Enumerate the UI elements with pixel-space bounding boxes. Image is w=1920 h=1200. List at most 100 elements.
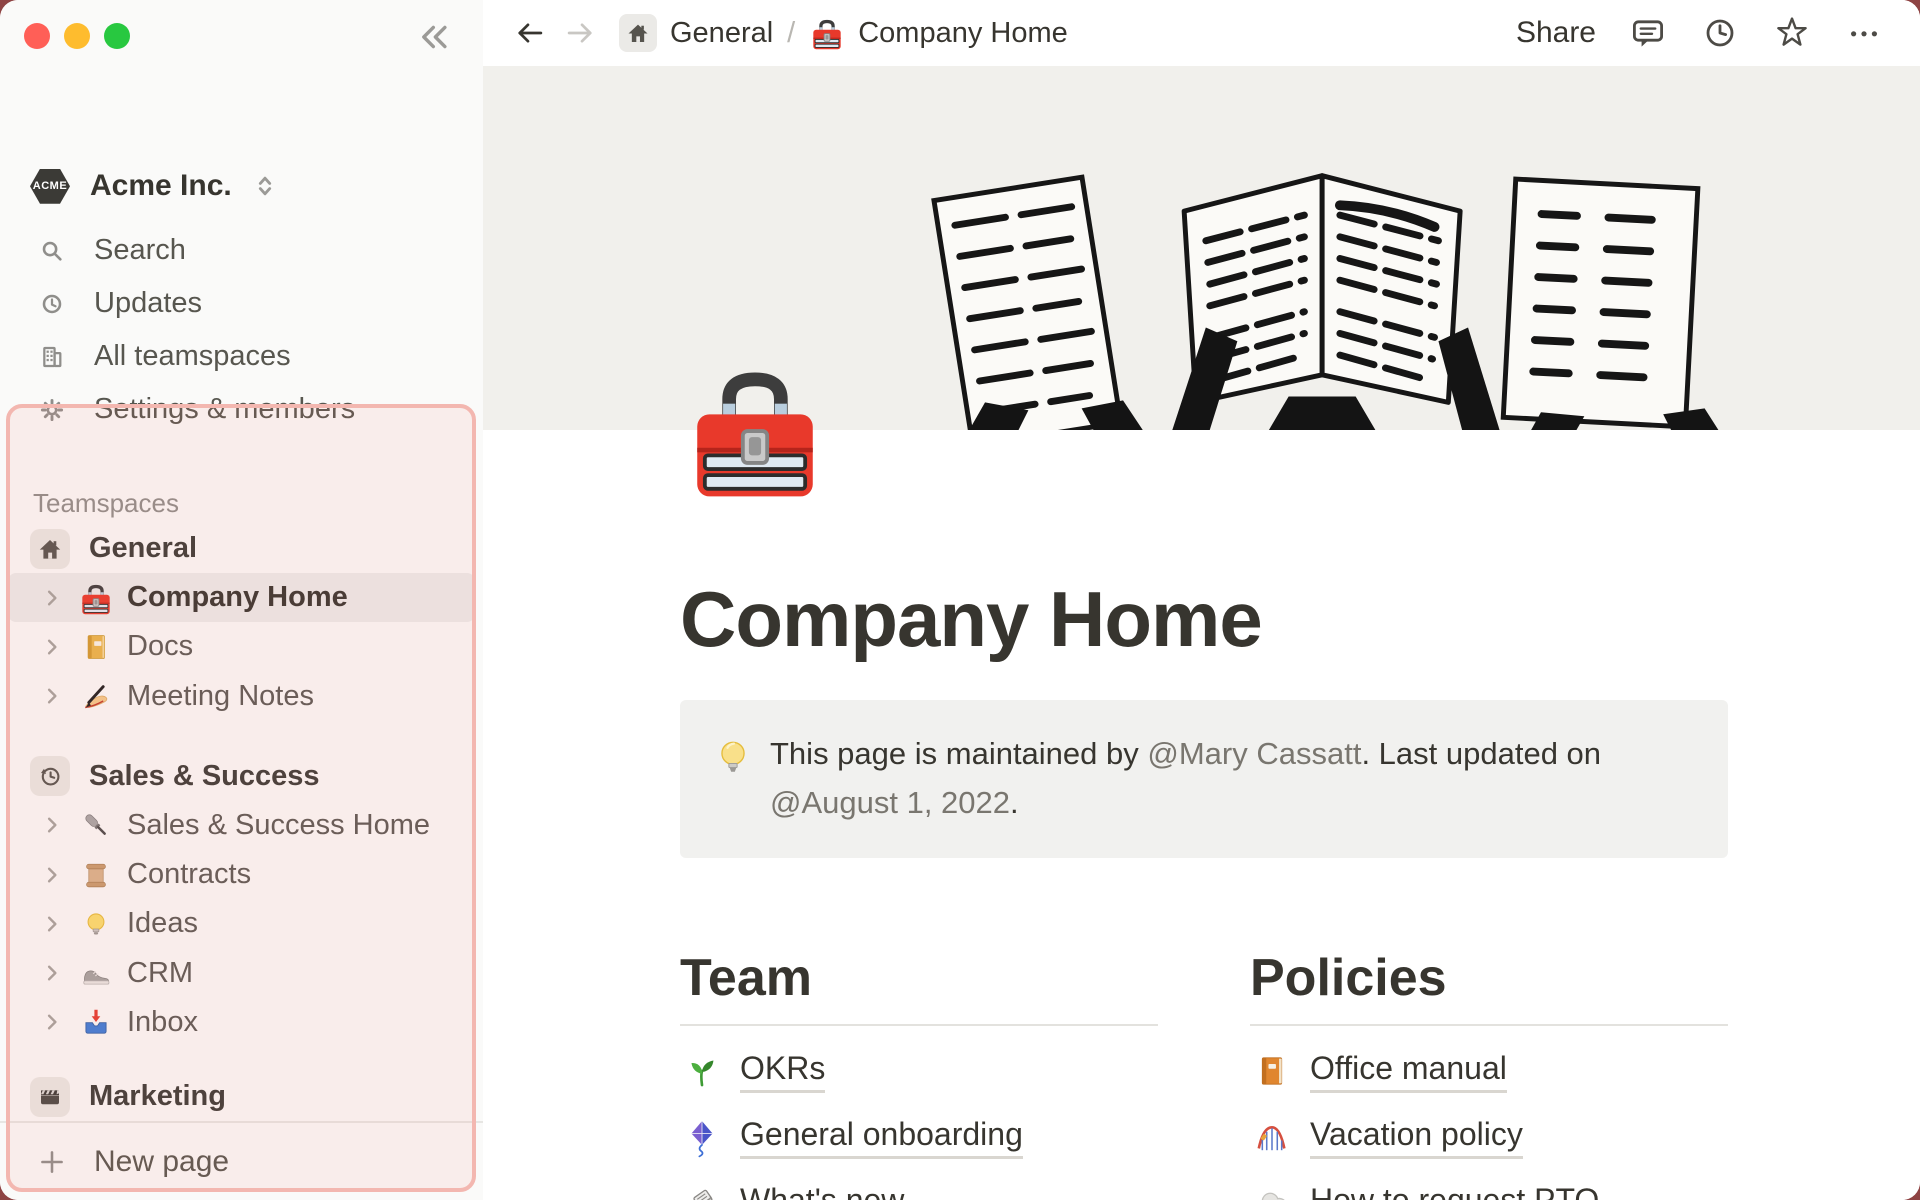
scroll-icon	[78, 857, 114, 893]
chevron-right-icon[interactable]	[40, 684, 64, 708]
page-link-okrs[interactable]: OKRs	[680, 1038, 1158, 1104]
sidebar-page-meeting-notes[interactable]: Meeting Notes	[0, 672, 483, 721]
new-page-button[interactable]: New page	[0, 1121, 483, 1200]
sidebar-item-updates[interactable]: Updates	[0, 277, 483, 330]
clock-icon	[36, 288, 68, 320]
chevron-right-icon[interactable]	[40, 863, 64, 887]
column-heading[interactable]: Team	[680, 949, 812, 1007]
close-window-button[interactable]	[24, 23, 50, 49]
notebook-icon	[78, 629, 114, 665]
sneaker-icon	[78, 955, 114, 991]
teamspace-name: Sales & Success	[89, 759, 320, 792]
sidebar-teamspace-sales-success[interactable]: Sales & Success	[0, 752, 483, 801]
breadcrumb-general[interactable]: General	[670, 16, 774, 49]
heading-divider	[1250, 1024, 1728, 1026]
column-heading[interactable]: Policies	[1250, 949, 1447, 1007]
comments-icon[interactable]	[1628, 13, 1668, 53]
bulb-icon	[78, 906, 114, 942]
page-link-label: What's new	[740, 1182, 904, 1200]
sidebar-item-label: All teamspaces	[94, 340, 291, 373]
share-button[interactable]: Share	[1515, 16, 1596, 49]
clapperboard-icon	[30, 1076, 70, 1117]
newspapers-illustration	[931, 173, 1719, 430]
toolbox-icon	[78, 580, 114, 616]
inbox-tray-icon	[78, 1004, 114, 1040]
sidebar-page-label: Docs	[127, 630, 194, 663]
main-content: General / Company Home Share	[483, 0, 1920, 1200]
history-icon[interactable]	[1700, 13, 1740, 53]
forward-arrow-icon[interactable]	[563, 16, 597, 50]
kite-icon	[680, 1115, 724, 1159]
link-columns: Team OKRs General onboarding What's new	[680, 950, 1728, 1200]
sidebar-item-label: Search	[94, 234, 186, 267]
chevron-right-icon[interactable]	[40, 961, 64, 985]
chevron-right-icon[interactable]	[40, 635, 64, 659]
teamspace-name: General	[89, 532, 197, 565]
breadcrumb-company-home[interactable]: Company Home	[858, 16, 1068, 49]
bulb-icon	[710, 734, 756, 780]
page-link-label: General onboarding	[740, 1116, 1023, 1159]
date-mention[interactable]: @August 1, 2022	[770, 785, 1011, 820]
history-clock-icon	[30, 756, 70, 797]
sidebar-teamspace-general[interactable]: General	[0, 524, 483, 573]
sidebar-page-label: Contracts	[127, 858, 252, 891]
chevron-right-icon[interactable]	[40, 1010, 64, 1034]
microphone-icon	[78, 807, 114, 843]
sidebar-page-label: Sales & Success Home	[127, 808, 431, 841]
toolbox-icon	[697, 372, 813, 497]
chevron-right-icon[interactable]	[40, 912, 64, 936]
callout-text: This page is maintained by @Mary Cassatt…	[770, 736, 1602, 820]
sidebar-item-label: Settings & members	[94, 393, 356, 426]
page-title[interactable]: Company Home	[680, 575, 1263, 663]
sidebar-page-ideas[interactable]: Ideas	[0, 899, 483, 948]
column-team: Team OKRs General onboarding What's new	[680, 950, 1158, 1200]
window-controls	[24, 23, 130, 49]
writing-hand-icon	[78, 678, 114, 714]
zoom-window-button[interactable]	[104, 23, 130, 49]
sidebar-page-sales-success-home[interactable]: Sales & Success Home	[0, 801, 483, 850]
sidebar-page-crm[interactable]: CRM	[0, 948, 483, 997]
sidebar-item-search[interactable]: Search	[0, 224, 483, 277]
sidebar-item-settings[interactable]: Settings & members	[0, 383, 483, 436]
sidebar-page-contracts[interactable]: Contracts	[0, 850, 483, 899]
gear-icon	[36, 394, 68, 426]
sidebar-page-label: Inbox	[127, 1005, 198, 1038]
minimize-window-button[interactable]	[64, 23, 90, 49]
column-policies: Policies Office manual Vacation policy H…	[1250, 950, 1728, 1200]
page-link-whats-new[interactable]: What's new	[680, 1170, 1158, 1200]
roller-coaster-icon	[1250, 1115, 1294, 1159]
heading-divider	[680, 1024, 1158, 1026]
teamspaces-section-label: Teamspaces	[33, 487, 179, 518]
page-link-office-manual[interactable]: Office manual	[1250, 1038, 1728, 1104]
sidebar-page-docs[interactable]: Docs	[0, 622, 483, 671]
callout-block[interactable]: This page is maintained by @Mary Cassatt…	[680, 700, 1728, 858]
sidebar-page-company-home[interactable]: Company Home	[8, 573, 475, 623]
chevron-right-icon[interactable]	[40, 586, 64, 610]
chevron-right-icon[interactable]	[40, 813, 64, 837]
house-icon[interactable]	[619, 14, 657, 52]
sidebar-page-label: CRM	[127, 956, 194, 989]
page-link-label: Vacation policy	[1310, 1116, 1523, 1159]
sidebar-page-inbox[interactable]: Inbox	[0, 998, 483, 1047]
page-link-label: OKRs	[740, 1050, 826, 1093]
building-icon	[36, 341, 68, 373]
house-icon	[30, 528, 70, 569]
sidebar-teamspace-marketing[interactable]: Marketing	[0, 1072, 483, 1121]
more-options-icon[interactable]	[1844, 13, 1884, 53]
page-link-request-pto[interactable]: How to request PTO	[1250, 1170, 1728, 1200]
workspace-switcher[interactable]: ACME Acme Inc.	[0, 164, 483, 208]
page-icon-toolbox[interactable]	[679, 352, 831, 504]
back-arrow-icon[interactable]	[513, 16, 547, 50]
search-icon	[36, 235, 68, 267]
favorite-star-icon[interactable]	[1772, 13, 1812, 53]
rolled-newspaper-icon	[680, 1181, 724, 1200]
page-link-vacation-policy[interactable]: Vacation policy	[1250, 1104, 1728, 1170]
new-page-label: New page	[94, 1144, 230, 1178]
sidebar-item-all-teamspaces[interactable]: All teamspaces	[0, 330, 483, 383]
sprout-icon	[680, 1049, 724, 1093]
user-mention[interactable]: @Mary Cassatt	[1147, 736, 1362, 771]
sidebar-item-label: Updates	[94, 287, 203, 320]
page-link-general-onboarding[interactable]: General onboarding	[680, 1104, 1158, 1170]
collapse-sidebar-icon[interactable]	[417, 20, 451, 54]
